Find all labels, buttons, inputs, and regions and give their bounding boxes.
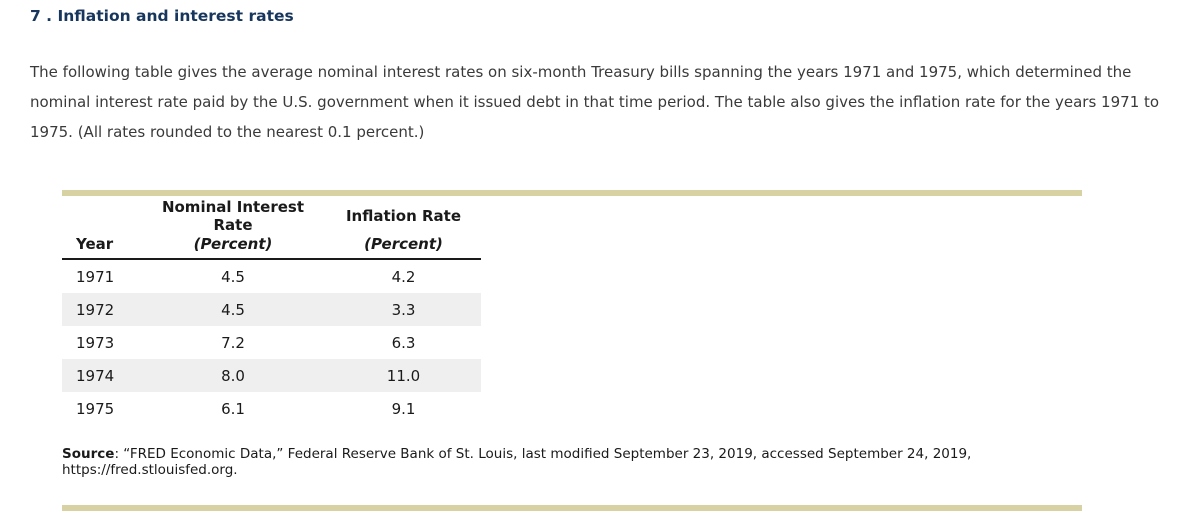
- cell-nominal: 7.2: [221, 333, 245, 352]
- source-text: : “FRED Economic Data,” Federal Reserve …: [62, 446, 972, 478]
- header-nominal-rate: Nominal Interest Rate: [161, 198, 305, 234]
- cell-year: 1974: [76, 366, 115, 385]
- cell-nominal: 8.0: [221, 366, 245, 385]
- question-text: The following table gives the average no…: [30, 63, 1160, 141]
- table-row: 1974 8.0 11.0: [62, 359, 481, 392]
- header-year: Year: [76, 235, 114, 253]
- data-table: Nominal Interest Rate Inflation Rate Yea…: [62, 198, 481, 425]
- table-row: 1975 6.1 9.1: [62, 392, 481, 425]
- cell-inflation: 11.0: [386, 366, 421, 385]
- cell-year: 1973: [76, 333, 115, 352]
- header-inflation-rate: Inflation Rate: [345, 207, 462, 225]
- table-row: 1973 7.2 6.3: [62, 326, 481, 359]
- cell-nominal: 4.5: [221, 300, 245, 319]
- table-row: 1971 4.5 4.2: [62, 260, 481, 293]
- cell-year: 1971: [76, 267, 115, 286]
- cell-year: 1972: [76, 300, 115, 319]
- bottom-divider-rule: [62, 505, 1082, 511]
- cell-inflation: 4.2: [391, 267, 416, 286]
- header-nominal-unit: (Percent): [193, 235, 273, 253]
- cell-inflation: 9.1: [391, 399, 416, 418]
- cell-nominal: 6.1: [221, 399, 245, 418]
- cell-year: 1975: [76, 399, 115, 418]
- top-divider-rule: [62, 190, 1082, 196]
- cell-inflation: 6.3: [391, 333, 416, 352]
- source-citation: Source: “FRED Economic Data,” Federal Re…: [62, 446, 1082, 478]
- cell-inflation: 3.3: [391, 300, 416, 319]
- table-header: Nominal Interest Rate Inflation Rate Yea…: [62, 198, 481, 260]
- table-exhibit: Nominal Interest Rate Inflation Rate Yea…: [62, 190, 1082, 511]
- header-inflation-unit: (Percent): [364, 235, 443, 253]
- source-label: Source: [62, 446, 115, 462]
- table-row: 1972 4.5 3.3: [62, 293, 481, 326]
- cell-nominal: 4.5: [221, 267, 245, 286]
- page-title: 7 . Inflation and interest rates: [30, 7, 294, 25]
